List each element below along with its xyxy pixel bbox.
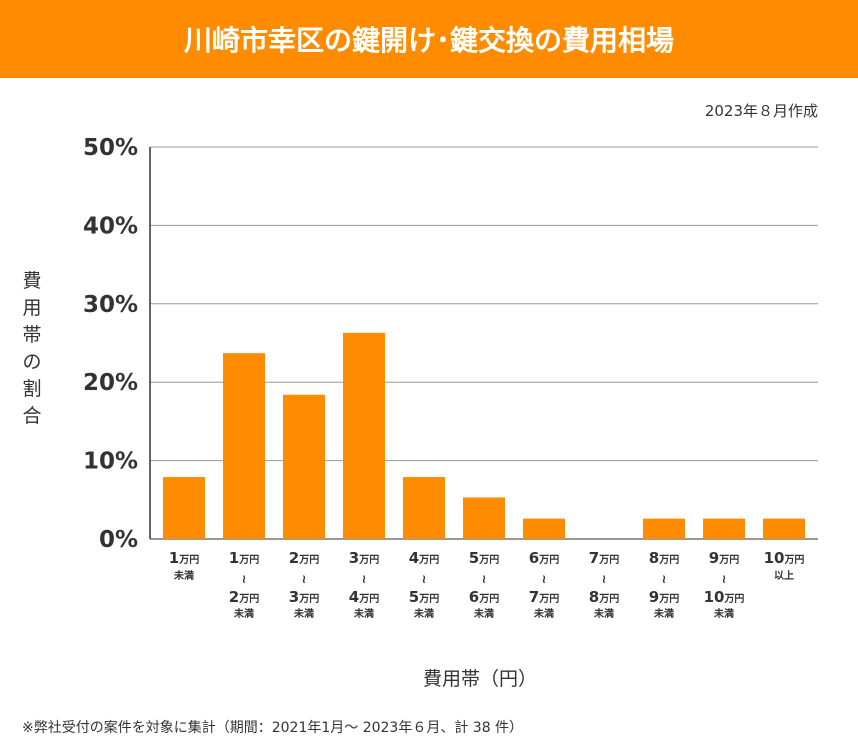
y-tick-label: 50%	[83, 135, 138, 161]
range-tilde: ≀	[242, 572, 247, 586]
x-tick-label: 8万円	[649, 549, 679, 567]
range-tilde: ≀	[662, 572, 667, 586]
bar	[463, 497, 505, 539]
x-tick-label: 10万円	[704, 588, 745, 606]
y-tick-label: 20%	[83, 370, 138, 396]
bar	[703, 518, 745, 539]
y-tick-label: 10%	[83, 449, 138, 475]
y-tick-label: 40%	[83, 213, 138, 239]
y-tick-label: 0%	[99, 527, 138, 553]
x-tick-label: 5万円	[469, 549, 499, 567]
x-tick-sublabel: 未満	[533, 607, 554, 620]
x-tick-label: 7万円	[529, 588, 559, 606]
range-tilde: ≀	[422, 572, 427, 586]
x-tick-label: 7万円	[589, 549, 619, 567]
footnote: ※弊社受付の案件を対象に集計（期間：2021年1月～ 2023年６月、計 38 …	[22, 720, 524, 736]
x-tick-label: 6万円	[529, 549, 559, 567]
range-tilde: ≀	[722, 572, 727, 586]
x-tick-sublabel: 未満	[293, 607, 314, 620]
range-tilde: ≀	[482, 572, 487, 586]
x-tick-label: 3万円	[349, 549, 379, 567]
bar	[283, 394, 325, 539]
x-tick-label: 1万円	[229, 549, 259, 567]
bar	[763, 518, 805, 539]
chart-title: 川崎市幸区の鍵開け･鍵交換の費用相場	[0, 0, 858, 78]
x-tick-label: 1万円	[169, 549, 199, 567]
x-tick-label: 9万円	[649, 588, 679, 606]
x-tick-sublabel: 未満	[593, 607, 614, 620]
x-tick-sublabel: 未満	[173, 569, 194, 582]
bar	[403, 477, 445, 539]
x-axis-label: 費用帯（円）	[422, 668, 537, 690]
range-tilde: ≀	[602, 572, 607, 586]
range-tilde: ≀	[362, 572, 367, 586]
bar	[163, 477, 205, 539]
bar	[223, 353, 265, 539]
x-tick-label: 10万円	[764, 549, 805, 567]
created-date: 2023年８月作成	[704, 102, 818, 120]
range-tilde: ≀	[302, 572, 307, 586]
x-tick-label: 9万円	[709, 549, 739, 567]
x-tick-label: 4万円	[349, 588, 379, 606]
y-axis-label: 費用帯の割合	[22, 270, 42, 427]
bar	[523, 518, 565, 539]
x-tick-sublabel: 未満	[233, 607, 254, 620]
y-tick-label: 30%	[83, 292, 138, 318]
x-tick-sublabel: 以上	[774, 569, 794, 582]
x-tick-sublabel: 未満	[713, 607, 734, 620]
x-tick-sublabel: 未満	[473, 607, 494, 620]
x-tick-label: 5万円	[409, 588, 439, 606]
x-tick-sublabel: 未満	[353, 607, 374, 620]
x-tick-label: 6万円	[469, 588, 499, 606]
bar	[643, 518, 685, 539]
x-tick-sublabel: 未満	[413, 607, 434, 620]
x-tick-label: 2万円	[289, 549, 319, 567]
x-tick-label: 8万円	[589, 588, 619, 606]
range-tilde: ≀	[542, 572, 547, 586]
x-tick-label: 2万円	[229, 588, 259, 606]
x-tick-sublabel: 未満	[653, 607, 674, 620]
x-tick-label: 4万円	[409, 549, 439, 567]
bar	[343, 332, 385, 539]
x-tick-label: 3万円	[289, 588, 319, 606]
